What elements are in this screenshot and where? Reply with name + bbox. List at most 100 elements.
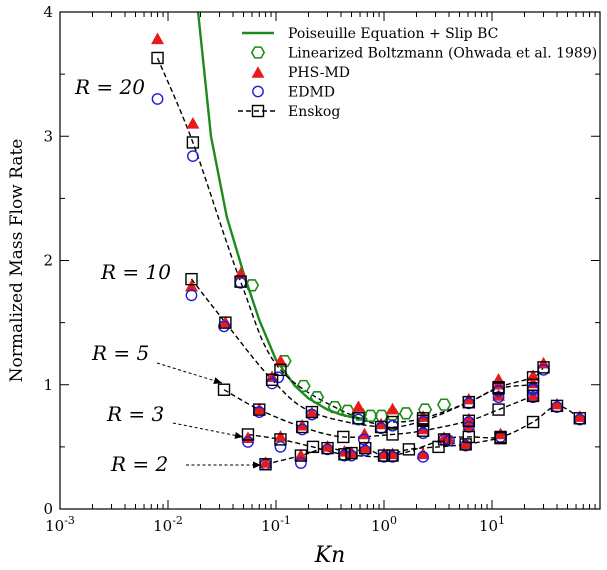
enskog-point <box>416 414 430 427</box>
enskog-point <box>241 428 255 441</box>
enskog-point <box>185 272 198 286</box>
phs-md-point <box>416 447 430 460</box>
enskog-point <box>321 441 334 455</box>
enskog-point <box>219 316 232 329</box>
lb-point <box>327 400 342 414</box>
legend-label: Linearized Boltzmann (Ohwada et al. 1989… <box>288 46 597 62</box>
enskog-point <box>217 383 231 396</box>
legend-label: EDMD <box>288 85 335 101</box>
enskog-point <box>305 405 319 419</box>
enskog-point <box>374 420 388 434</box>
phs-md-point <box>274 354 287 366</box>
lb-point <box>398 407 414 420</box>
phs-md-point <box>252 402 266 415</box>
enskog-point <box>494 431 507 445</box>
phs-md-point <box>185 279 198 292</box>
enskog-point <box>306 440 320 454</box>
phs-md-point <box>459 437 473 450</box>
enskog-point <box>537 361 550 374</box>
lb-point <box>340 404 355 418</box>
enskog-point <box>337 430 350 444</box>
plot-area <box>60 12 600 509</box>
lb-point <box>296 379 311 393</box>
phs-md-point <box>274 430 287 442</box>
edmd-point <box>462 421 475 433</box>
edmd-point <box>492 391 505 404</box>
enskog-point <box>151 51 164 65</box>
edmd-point <box>242 436 254 448</box>
phs-md-point <box>351 400 365 412</box>
phs-md-point <box>526 369 540 381</box>
enskog-point <box>462 395 476 409</box>
y-axis-label: Normalized Mass Flow Rate <box>7 139 27 383</box>
enskog-point <box>265 373 279 386</box>
phs-md-point <box>550 397 564 410</box>
edmd-point <box>357 433 370 446</box>
legend-label: Poiseuille Equation + Slip BC <box>288 26 498 42</box>
enskog-point <box>459 438 472 451</box>
enskog-point <box>526 371 540 384</box>
enskog-point <box>416 424 430 437</box>
phs-md-point <box>294 448 308 461</box>
annotation-arrow-head <box>213 377 222 384</box>
phs-md-point <box>492 389 506 401</box>
phs-md-point <box>358 441 372 453</box>
enskog-curve-2 <box>223 389 534 438</box>
edmd-point <box>417 450 429 463</box>
phs-md-point <box>462 418 476 431</box>
annotation-arrow-line <box>156 362 223 384</box>
annotation-label: R = 2 <box>110 452 168 476</box>
enskog-point <box>432 440 445 454</box>
x-axis-label: Kn <box>314 543 346 568</box>
enskog-point <box>345 446 358 460</box>
enskog-point <box>526 389 540 403</box>
y-tick-label: 4 <box>43 3 53 21</box>
enskog-point <box>402 443 416 456</box>
enskog-point <box>550 399 564 413</box>
enskog-point <box>296 420 309 434</box>
enskog-point <box>573 412 586 425</box>
enskog-point <box>338 448 351 461</box>
y-tick-label: 0 <box>43 500 53 518</box>
edmd-point <box>274 440 287 453</box>
legend-circle-icon <box>252 85 264 98</box>
x-tick-label: 10-2 <box>153 514 183 535</box>
phs-md-point <box>386 402 400 415</box>
annotation-label: R = 10 <box>100 260 171 284</box>
enskog-point <box>274 433 287 446</box>
annotation-label: R = 20 <box>74 75 145 99</box>
enskog-point <box>462 430 476 444</box>
enskog-point <box>492 403 505 416</box>
legend-square-icon <box>251 104 265 118</box>
enskog-point <box>253 403 266 416</box>
enskog-point <box>377 449 391 462</box>
enskog-point <box>259 458 272 471</box>
x-tick-label: 101 <box>479 514 505 535</box>
edmd-point <box>186 150 199 163</box>
enskog-point <box>492 382 505 395</box>
enskog-point <box>386 428 399 441</box>
legend-triangle-icon <box>251 66 265 78</box>
phs-md-point <box>186 117 200 129</box>
legend-label: Enskog <box>288 104 340 120</box>
enskog-point <box>186 136 200 149</box>
annotation-label: R = 3 <box>106 402 164 426</box>
enskog-point <box>294 449 308 462</box>
phs-md-point <box>259 456 272 468</box>
poiseuille-curve <box>196 12 368 421</box>
legend-label: PHS-MD <box>288 65 350 81</box>
phs-md-point <box>462 412 476 425</box>
enskog-point <box>234 275 247 288</box>
annotation-label: R = 5 <box>91 341 149 365</box>
annotation-arrow-head <box>253 461 261 469</box>
lb-point <box>309 391 325 404</box>
enskog-point <box>386 449 399 462</box>
edmd-point <box>185 289 198 302</box>
phs-md-point <box>345 446 358 458</box>
x-tick-label: 10-3 <box>45 514 75 535</box>
enskog-point <box>352 412 365 425</box>
phs-md-point <box>494 427 508 440</box>
enskog-point <box>526 415 540 429</box>
phs-md-point <box>151 32 164 45</box>
